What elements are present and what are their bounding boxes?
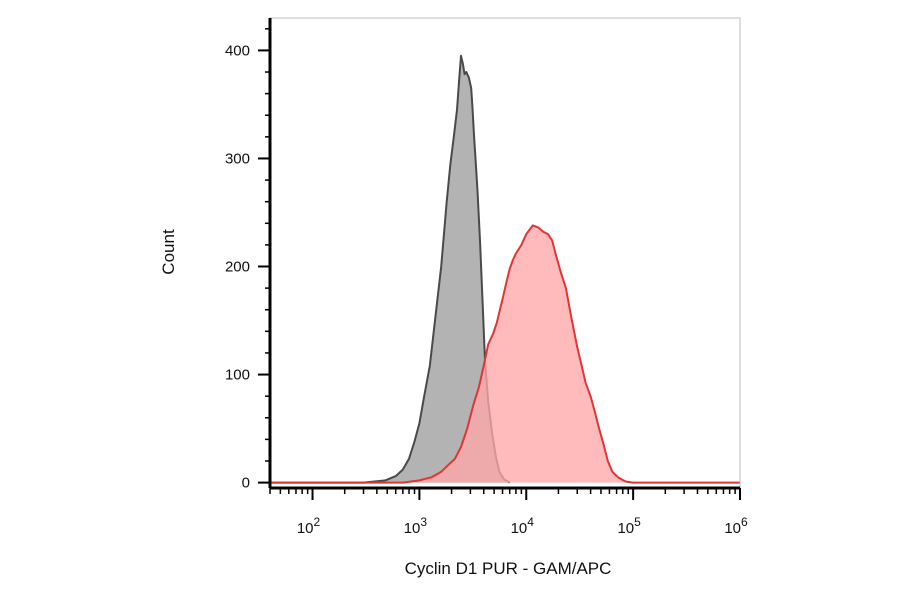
x-tick-label: 105 xyxy=(617,515,641,537)
x-axis-title: Cyclin D1 PUR - GAM/APC xyxy=(405,559,612,578)
y-axis-title: Count xyxy=(159,229,178,275)
y-tick-label: 100 xyxy=(225,367,250,384)
y-tick-label: 0 xyxy=(242,475,250,492)
y-tick-label: 400 xyxy=(225,42,250,59)
series-2-line xyxy=(270,224,740,484)
axes-layer: 0 100 200 300 400 102 103 104 105 106 xyxy=(225,18,748,537)
x-tick-label: 104 xyxy=(511,515,535,537)
x-tick-label: 103 xyxy=(404,515,428,537)
series-2-area xyxy=(270,225,740,483)
series-layer xyxy=(270,54,740,484)
series-1-area xyxy=(270,55,510,483)
x-tick-label: 102 xyxy=(297,515,321,537)
y-tick-label: 200 xyxy=(225,259,250,276)
x-tick-label: 106 xyxy=(724,515,748,537)
y-tick-label: 300 xyxy=(225,150,250,167)
